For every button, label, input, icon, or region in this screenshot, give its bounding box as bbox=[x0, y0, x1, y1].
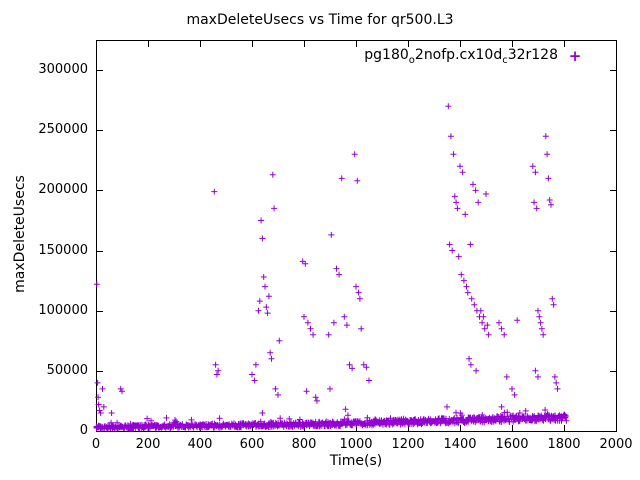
legend-marker-icon: + bbox=[568, 47, 582, 66]
x-tick-label: 1800 bbox=[547, 437, 581, 452]
x-axis-label: Time(s) bbox=[329, 453, 383, 469]
y-tick-label: 150000 bbox=[38, 242, 88, 258]
x-tick-label: 1600 bbox=[495, 437, 529, 452]
x-tick-label: 400 bbox=[187, 437, 213, 452]
x-tick-label: 1200 bbox=[391, 437, 425, 452]
y-tick-label: 300000 bbox=[38, 62, 88, 78]
y-tick-label: 200000 bbox=[38, 182, 88, 198]
x-tick-label: 200 bbox=[135, 437, 161, 452]
y-tick-label: 100000 bbox=[38, 302, 88, 318]
x-tick-label: 1000 bbox=[339, 437, 373, 452]
legend: pg180o2nofp.cx10dc32r128 + bbox=[364, 47, 592, 66]
y-tick-label: 0 bbox=[79, 423, 88, 438]
x-tick-label: 0 bbox=[91, 437, 101, 452]
x-tick-label: 800 bbox=[291, 437, 317, 452]
scatter-points bbox=[93, 103, 570, 432]
legend-label: pg180o2nofp.cx10dc32r128 bbox=[364, 47, 558, 66]
x-tick-label: 2000 bbox=[599, 437, 633, 452]
chart-title: maxDeleteUsecs vs Time for qr500.L3 bbox=[186, 12, 454, 28]
y-tick-label: 50000 bbox=[46, 362, 88, 378]
y-tick-label: 250000 bbox=[38, 122, 88, 138]
plot-border bbox=[96, 40, 617, 432]
x-tick-label: 600 bbox=[239, 437, 265, 452]
x-tick-label: 1400 bbox=[443, 437, 477, 452]
